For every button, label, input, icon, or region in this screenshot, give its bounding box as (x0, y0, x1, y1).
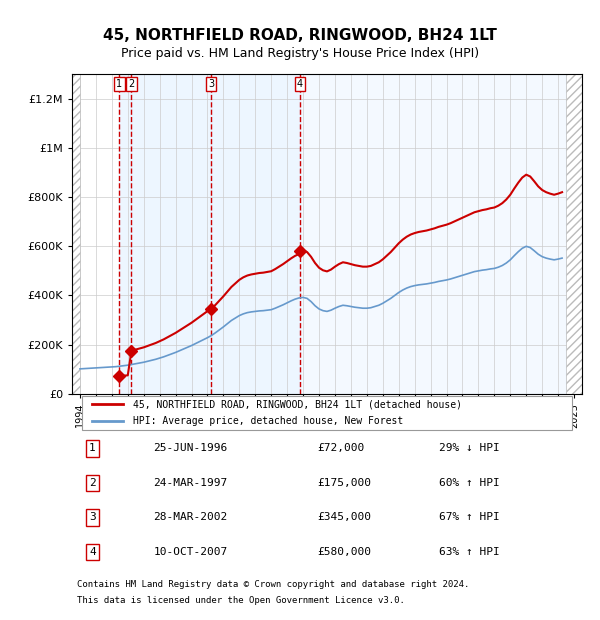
Text: 2: 2 (89, 478, 96, 488)
Text: 45, NORTHFIELD ROAD, RINGWOOD, BH24 1LT (detached house): 45, NORTHFIELD ROAD, RINGWOOD, BH24 1LT … (133, 399, 462, 409)
Text: 3: 3 (208, 79, 214, 89)
Text: 1: 1 (89, 443, 96, 453)
Text: £175,000: £175,000 (317, 478, 371, 488)
Bar (299, 74, 566, 394)
Text: 28-MAR-2002: 28-MAR-2002 (154, 513, 228, 523)
Text: 67% ↑ HPI: 67% ↑ HPI (439, 513, 500, 523)
Text: 29% ↓ HPI: 29% ↓ HPI (439, 443, 500, 453)
Text: £72,000: £72,000 (317, 443, 364, 453)
Text: Price paid vs. HM Land Registry's House Price Index (HPI): Price paid vs. HM Land Registry's House … (121, 46, 479, 60)
Text: 10-OCT-2007: 10-OCT-2007 (154, 547, 228, 557)
Text: 4: 4 (89, 547, 96, 557)
Text: 60% ↑ HPI: 60% ↑ HPI (439, 478, 500, 488)
Text: £580,000: £580,000 (317, 547, 371, 557)
Bar (211, 74, 299, 394)
Text: Contains HM Land Registry data © Crown copyright and database right 2024.: Contains HM Land Registry data © Crown c… (77, 580, 469, 590)
Text: 1: 1 (116, 79, 122, 89)
Text: 24-MAR-1997: 24-MAR-1997 (154, 478, 228, 488)
Text: 45, NORTHFIELD ROAD, RINGWOOD, BH24 1LT: 45, NORTHFIELD ROAD, RINGWOOD, BH24 1LT (103, 28, 497, 43)
Text: 4: 4 (296, 79, 302, 89)
Text: 3: 3 (89, 513, 96, 523)
Bar (72, 74, 80, 394)
FancyBboxPatch shape (82, 396, 572, 430)
Text: This data is licensed under the Open Government Licence v3.0.: This data is licensed under the Open Gov… (77, 596, 405, 605)
Text: 2: 2 (128, 79, 134, 89)
Text: 63% ↑ HPI: 63% ↑ HPI (439, 547, 500, 557)
Bar (131, 74, 211, 394)
Text: 25-JUN-1996: 25-JUN-1996 (154, 443, 228, 453)
Text: £345,000: £345,000 (317, 513, 371, 523)
Text: HPI: Average price, detached house, New Forest: HPI: Average price, detached house, New … (133, 416, 403, 427)
Bar (119, 74, 131, 394)
